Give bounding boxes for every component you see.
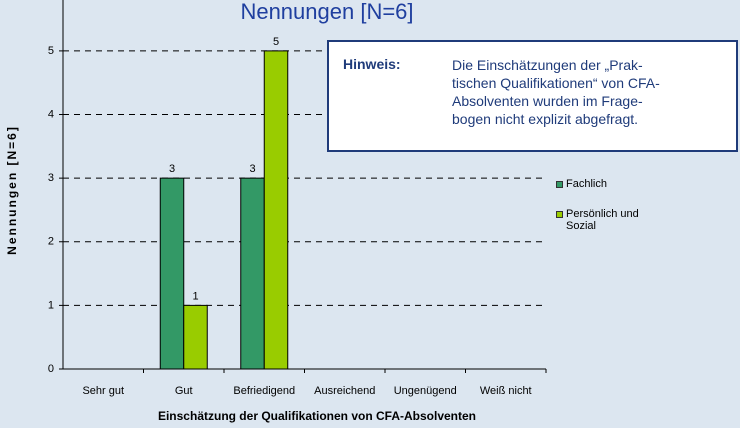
legend: Fachlich Persönlich und Sozial — [556, 178, 656, 250]
legend-label: Persönlich und Sozial — [566, 208, 639, 232]
legend-swatch — [556, 211, 563, 218]
x-tick-label: Ungenügend — [394, 385, 457, 397]
note-heading: Hinweis: — [343, 56, 401, 72]
note-line: bogen nicht explizit abgefragt. — [452, 111, 639, 127]
x-tick-label: Weiß nicht — [480, 385, 532, 397]
bar — [240, 177, 265, 370]
y-tick-label: 1 — [48, 299, 54, 311]
y-tick-label: 4 — [48, 108, 54, 120]
y-tick-label: 5 — [48, 45, 54, 57]
x-tick-label: Gut — [175, 385, 193, 397]
note-line: Absolventen wurden im Frage- — [452, 93, 643, 109]
legend-item: Fachlich — [556, 178, 656, 190]
y-tick-label: 0 — [48, 363, 54, 375]
legend-label: Fachlich — [566, 178, 607, 190]
data-label: 3 — [169, 163, 175, 175]
legend-item: Persönlich und Sozial — [556, 208, 656, 232]
data-label: 3 — [249, 163, 255, 175]
chart-title: Nennungen [N=6] — [240, 0, 413, 24]
legend-swatch — [556, 181, 563, 188]
bar — [159, 177, 185, 370]
y-tick-label: 3 — [48, 172, 54, 184]
data-label: 1 — [192, 290, 198, 302]
note-text: Die Einschätzungen der „Prak-tischen Qua… — [452, 56, 660, 128]
x-tick-label: Sehr gut — [82, 385, 124, 397]
note-line: tischen Qualifikationen“ von CFA- — [452, 75, 660, 91]
x-tick-label: Befriedigend — [233, 385, 295, 397]
data-label: 5 — [273, 36, 279, 48]
y-axis-label: Nennungen [N=6] — [5, 125, 19, 255]
note-box: Hinweis: Die Einschätzungen der „Prak-ti… — [327, 40, 738, 152]
bar — [183, 304, 208, 370]
x-tick-label: Ausreichend — [314, 385, 375, 397]
bar — [263, 50, 289, 370]
y-tick-label: 2 — [48, 236, 54, 248]
x-axis-label: Einschätzung der Qualifikationen von CFA… — [158, 409, 476, 423]
note-line: Die Einschätzungen der „Prak- — [452, 57, 643, 73]
